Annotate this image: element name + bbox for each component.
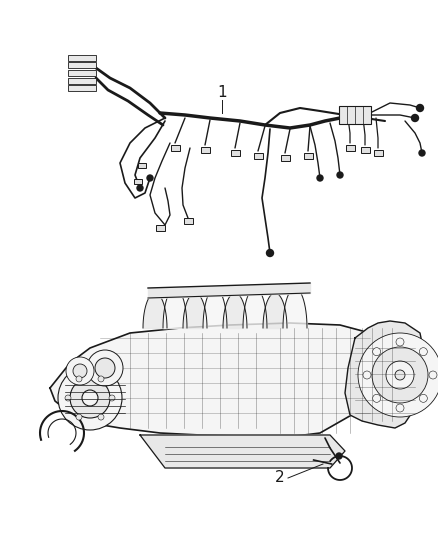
Circle shape <box>98 376 104 382</box>
Bar <box>254 153 262 159</box>
Circle shape <box>419 348 427 356</box>
Circle shape <box>58 366 122 430</box>
Circle shape <box>358 333 438 417</box>
Circle shape <box>419 150 425 156</box>
Circle shape <box>429 371 437 379</box>
Circle shape <box>395 370 405 380</box>
Bar <box>339 106 371 124</box>
Circle shape <box>363 371 371 379</box>
Circle shape <box>65 395 71 401</box>
Circle shape <box>386 361 414 389</box>
Circle shape <box>137 185 143 191</box>
Polygon shape <box>140 435 345 468</box>
Bar <box>230 150 240 156</box>
Bar <box>201 147 209 153</box>
Text: 2: 2 <box>276 471 285 486</box>
Text: 1: 1 <box>217 85 227 100</box>
Circle shape <box>336 453 342 459</box>
Circle shape <box>147 175 153 181</box>
Circle shape <box>70 378 110 418</box>
Circle shape <box>87 350 123 386</box>
Circle shape <box>317 175 323 181</box>
Circle shape <box>411 115 418 122</box>
Circle shape <box>373 394 381 402</box>
Circle shape <box>396 404 404 412</box>
Bar <box>68 78 96 84</box>
Bar <box>184 218 192 224</box>
Bar <box>346 145 354 151</box>
Bar <box>68 55 96 61</box>
Polygon shape <box>345 321 425 428</box>
Bar <box>68 85 96 91</box>
Circle shape <box>373 348 381 356</box>
Circle shape <box>419 394 427 402</box>
Bar <box>68 62 96 68</box>
Circle shape <box>396 338 404 346</box>
Bar <box>134 179 142 183</box>
Polygon shape <box>50 323 380 438</box>
Bar <box>374 150 382 156</box>
Circle shape <box>266 249 273 256</box>
Circle shape <box>98 414 104 420</box>
Circle shape <box>76 414 82 420</box>
Circle shape <box>95 358 115 378</box>
Bar <box>170 145 180 151</box>
Bar <box>280 155 290 161</box>
Circle shape <box>372 347 428 403</box>
Circle shape <box>73 364 87 378</box>
Circle shape <box>66 357 94 385</box>
Bar <box>138 163 146 167</box>
Circle shape <box>417 104 424 111</box>
Bar <box>155 225 165 231</box>
Bar <box>360 147 370 153</box>
Circle shape <box>109 395 115 401</box>
Circle shape <box>337 172 343 178</box>
Circle shape <box>76 376 82 382</box>
Circle shape <box>82 390 98 406</box>
Bar <box>304 153 312 159</box>
Bar <box>68 70 96 76</box>
